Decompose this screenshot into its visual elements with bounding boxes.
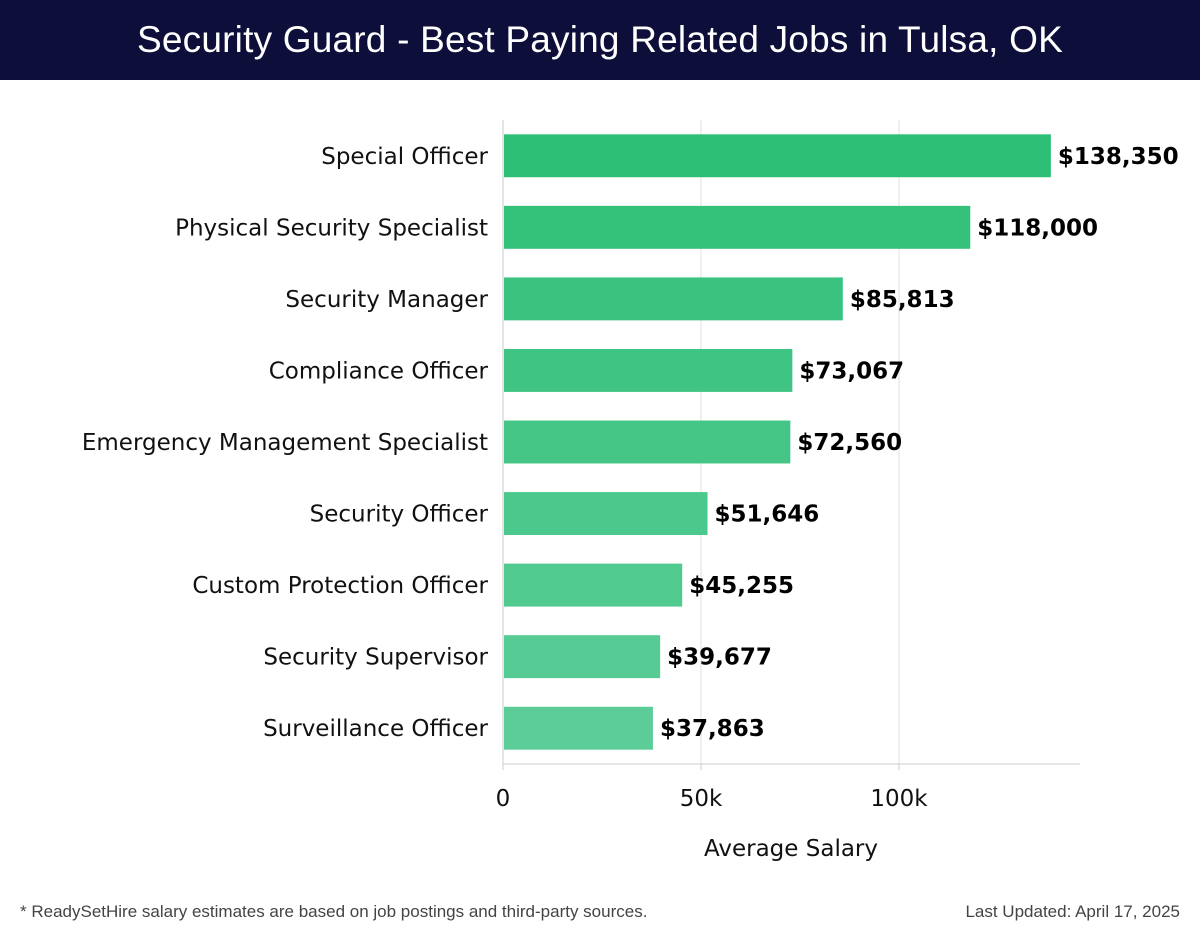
value-label: $85,813 — [850, 287, 955, 313]
bar — [504, 134, 1051, 178]
footnote: * ReadySetHire salary estimates are base… — [20, 902, 648, 921]
value-label: $138,350 — [1058, 144, 1179, 170]
category-label: Security Supervisor — [263, 645, 488, 671]
bar — [504, 420, 791, 464]
bar — [504, 492, 708, 536]
value-label: $45,255 — [689, 573, 794, 599]
category-label: Security Officer — [310, 502, 489, 528]
category-label: Emergency Management Specialist — [82, 430, 488, 456]
x-tick-label: 0 — [496, 786, 511, 812]
category-label: Special Officer — [321, 144, 488, 170]
last-updated: Last Updated: April 17, 2025 — [965, 902, 1180, 921]
bar — [504, 277, 843, 321]
chart-title: Security Guard - Best Paying Related Job… — [137, 19, 1063, 60]
x-axis-title: Average Salary — [704, 836, 878, 862]
bar — [504, 205, 971, 249]
value-label: $118,000 — [977, 215, 1098, 241]
value-label: $39,677 — [667, 645, 772, 671]
value-label: $37,863 — [660, 716, 765, 742]
chart-header: Security Guard - Best Paying Related Job… — [0, 0, 1200, 80]
salary-bar-chart: Special Officer $138,350 Physical Security… — [82, 120, 1179, 862]
bar — [504, 706, 653, 750]
value-label: $72,560 — [797, 430, 902, 456]
category-label: Custom Protection Officer — [192, 573, 488, 599]
bar — [504, 635, 661, 679]
value-label: $51,646 — [715, 502, 820, 528]
x-tick-label: 100k — [870, 786, 928, 812]
bar — [504, 348, 793, 392]
category-label: Surveillance Officer — [263, 716, 488, 742]
bar — [504, 563, 683, 607]
category-label: Security Manager — [285, 287, 488, 313]
x-tick-label: 50k — [680, 786, 723, 812]
category-label: Physical Security Specialist — [175, 215, 488, 241]
value-label: $73,067 — [799, 358, 904, 384]
category-label: Compliance Officer — [269, 358, 489, 384]
